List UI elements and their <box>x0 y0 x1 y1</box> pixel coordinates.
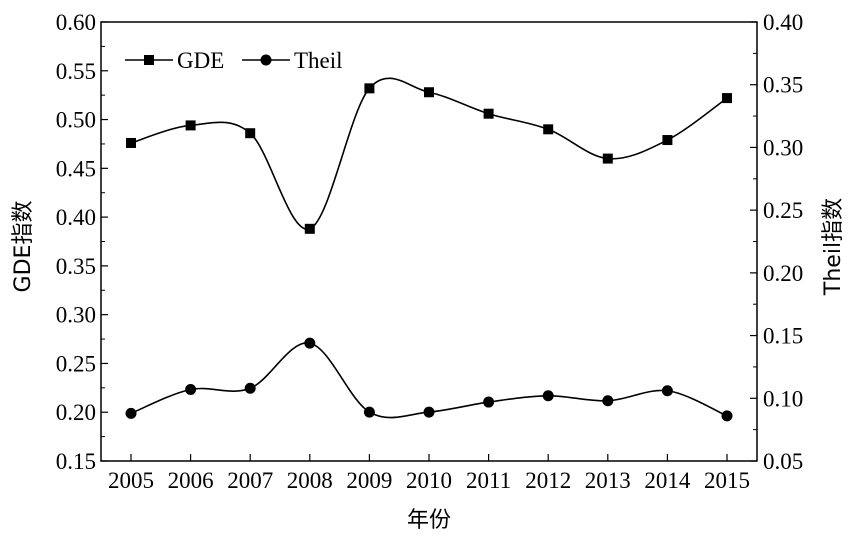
x-axis-title: 年份 <box>407 508 451 533</box>
left-axis-ticks: 0.15 0.20 0.25 0.30 0.35 0.40 0.45 0.50 0.55 0.60 <box>56 10 108 474</box>
left-tick-label: 0.45 <box>56 156 96 181</box>
x-tick-label: 2012 <box>525 468 571 493</box>
theil-legend-marker <box>260 54 272 66</box>
left-axis-title: GDE指数 <box>11 201 36 293</box>
right-tick-label: 0.10 <box>763 386 803 411</box>
theil-point <box>661 385 673 397</box>
theil-legend-label: Theil <box>294 48 343 73</box>
x-tick-label: 2008 <box>287 468 333 493</box>
right-tick-label: 0.35 <box>763 73 803 98</box>
left-tick-label: 0.60 <box>56 10 96 35</box>
gde-point <box>185 120 196 131</box>
gde-legend-marker <box>144 55 154 65</box>
left-tick-label: 0.40 <box>56 205 96 230</box>
gde-point <box>304 223 315 234</box>
gde-point <box>126 137 136 148</box>
gde-point <box>483 108 494 119</box>
right-axis-ticks: 0.05 0.10 0.15 0.20 0.25 0.30 0.35 0.40 <box>750 10 803 474</box>
theil-point <box>423 406 435 418</box>
gde-series-line <box>130 77 728 230</box>
left-tick-label: 0.50 <box>56 108 96 133</box>
x-tick-label: 2007 <box>227 468 273 493</box>
right-tick-label: 0.15 <box>763 324 803 349</box>
x-tick-label: 2006 <box>168 468 214 493</box>
x-tick-label: 2014 <box>644 468 691 493</box>
left-tick-label: 0.20 <box>56 400 96 425</box>
theil-point <box>185 384 197 396</box>
right-tick-label: 0.20 <box>763 261 803 286</box>
gde-point <box>245 128 256 139</box>
right-axis-title: Theil指数 <box>821 198 846 296</box>
right-tick-label: 0.05 <box>763 449 803 474</box>
right-tick-label: 0.30 <box>763 135 803 160</box>
theil-point <box>125 407 137 419</box>
x-tick-label: 2010 <box>406 468 452 493</box>
gde-legend-label: GDE <box>177 48 224 73</box>
gde-point <box>424 87 434 98</box>
theil-point <box>304 337 316 349</box>
theil-point <box>721 410 733 422</box>
theil-series-line <box>130 342 728 419</box>
left-tick-label: 0.30 <box>56 303 96 328</box>
theil-point <box>363 406 375 418</box>
legend: GDE Theil <box>125 48 343 73</box>
left-tick-label: 0.15 <box>56 449 96 474</box>
x-tick-label: 2013 <box>585 468 631 493</box>
gde-point <box>722 93 732 104</box>
gde-point <box>602 153 613 164</box>
x-axis-ticks: 2005 2006 2007 2008 2009 2010 2011 2012 2013 2014… <box>108 454 750 493</box>
gde-point <box>364 83 375 94</box>
gde-point <box>662 135 673 146</box>
left-tick-label: 0.35 <box>56 254 96 279</box>
x-tick-label: 2011 <box>466 468 511 493</box>
theil-point <box>244 382 256 394</box>
theil-point <box>602 395 614 407</box>
left-tick-label: 0.55 <box>56 59 96 84</box>
left-tick-label: 0.25 <box>56 351 96 376</box>
theil-point <box>483 396 495 408</box>
gde-point <box>543 124 554 135</box>
x-tick-label: 2005 <box>108 468 154 493</box>
right-tick-label: 0.25 <box>763 198 803 223</box>
theil-point <box>542 390 554 402</box>
right-tick-label: 0.40 <box>763 10 803 35</box>
x-tick-label: 2015 <box>704 468 750 493</box>
series-layer <box>125 77 733 422</box>
x-tick-label: 2009 <box>346 468 392 493</box>
